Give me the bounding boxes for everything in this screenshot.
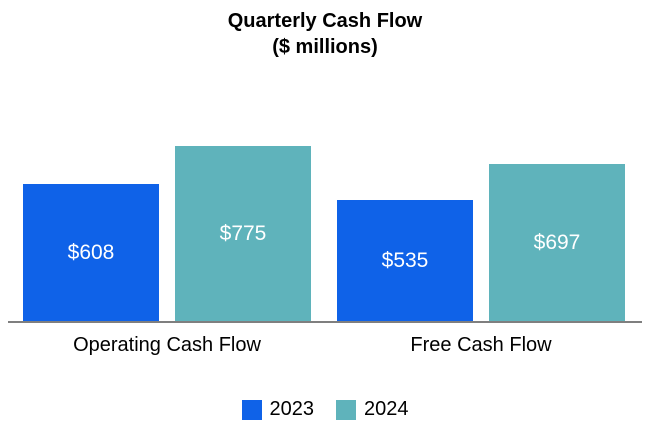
- bar-value-label: $535: [381, 248, 429, 272]
- category-label-free-cash-flow: Free Cash Flow: [410, 334, 552, 356]
- bar-value-label: $775: [219, 221, 267, 245]
- bar-2024-free-cash-flow: $697: [489, 164, 625, 321]
- bar-value-label: $608: [67, 240, 115, 264]
- category-label-operating-cash-flow: Operating Cash Flow: [73, 334, 261, 356]
- bar-2023-free-cash-flow: $535: [337, 200, 473, 321]
- chart-title: Quarterly Cash Flow: [227, 10, 423, 32]
- legend-label: 2024: [364, 398, 409, 420]
- bar-2023-operating-cash-flow: $608: [23, 184, 159, 321]
- chart-title-block: Quarterly Cash Flow ($ millions): [0, 8, 650, 60]
- bar-2024-operating-cash-flow: $775: [175, 146, 311, 321]
- legend-swatch-2024: [336, 399, 356, 420]
- chart-subtitle: ($ millions): [272, 36, 378, 58]
- legend-swatch-2023: [241, 399, 262, 420]
- legend-item-2023: 2023: [241, 398, 315, 421]
- legend-label: 2023: [269, 398, 315, 420]
- legend-item-2024: 2024: [336, 398, 409, 421]
- legend: 2023 2024: [0, 398, 650, 421]
- bar-value-label: $697: [533, 230, 581, 254]
- x-axis-line: [8, 321, 642, 323]
